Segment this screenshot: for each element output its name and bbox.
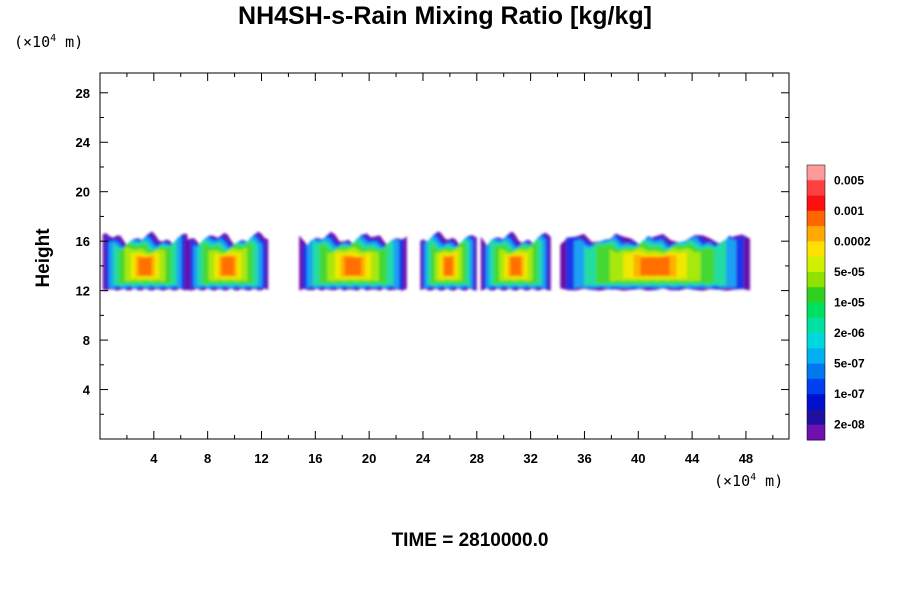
y-tick-label: 24 [76,135,91,150]
y-tick-label: 28 [76,86,90,101]
x-tick-label: 16 [308,451,322,466]
x-tick-label: 32 [523,451,537,466]
cloud-contour [640,256,670,276]
y-tick-label: 16 [76,234,90,249]
colorbar-label: 0.001 [834,204,864,218]
cloud-cell [187,231,269,291]
y-tick-label: 8 [83,333,90,348]
cloud-cell [102,231,188,291]
x-tick-label: 36 [577,451,591,466]
cloud-contour [344,257,362,276]
x-tick-label: 4 [150,451,158,466]
colorbar-swatch [807,317,825,334]
x-tick-label: 20 [362,451,376,466]
cloud-contour [510,256,522,276]
colorbar-label: 1e-05 [834,296,865,310]
colorbar-swatch [807,424,825,441]
colorbar-swatch [807,302,825,319]
x-tick-label: 28 [470,451,484,466]
colorbar-swatch [807,378,825,395]
colorbar-swatch [807,363,825,380]
cloud-cell [480,232,551,291]
x-axis-unit: (×104 m) [714,472,784,490]
x-tick-label: 8 [204,451,211,466]
colorbar-swatch [807,256,825,273]
colorbar-swatch [807,165,825,181]
x-tick-label: 48 [739,451,753,466]
colorbar-swatch [807,271,825,288]
colorbar-swatch [807,287,825,303]
x-tick-label: 40 [631,451,645,466]
x-axis: 4 8 12 16 20 24 28 32 36 40 44 48 [126,73,774,466]
y-axis-label: Height [33,228,54,288]
colorbar-swatch [807,394,825,410]
y-axis: 4 8 12 16 20 24 28 [76,86,789,415]
colorbar: 0.005 0.001 0.0002 5e-05 1e-05 2e-06 5e-07 1e-0… [806,164,871,441]
colorbar-swatch [807,180,825,197]
cloud-cell [420,231,477,291]
cloud-cell [560,233,750,291]
plot-frame [99,72,790,440]
x-tick-label: 44 [685,451,700,466]
colorbar-label: 5e-07 [834,357,865,371]
colorbar-swatch [807,348,825,365]
cloud-layer [102,231,750,291]
y-axis-unit: (×104 m) [14,33,84,51]
chart-title: NH4SH-s-Rain Mixing Ratio [kg/kg] [238,2,652,30]
cloud-contour [221,256,235,276]
time-label: TIME = 2810000.0 [391,530,549,551]
y-tick-label: 4 [83,383,91,398]
cloud-cell [299,231,407,291]
colorbar-swatch [807,241,825,258]
colorbar-swatch [807,195,825,212]
colorbar-label: 2e-06 [834,326,865,340]
colorbar-label: 0.0002 [834,234,871,248]
colorbar-swatch [807,333,825,349]
colorbar-frame [806,164,826,441]
colorbar-swatch [807,226,825,242]
colorbar-swatch [807,210,825,227]
cloud-contour [138,257,152,276]
colorbar-label: 1e-07 [834,387,865,401]
colorbar-label: 0.005 [834,173,864,187]
x-tick-label: 12 [254,451,268,466]
y-tick-label: 12 [76,284,90,299]
y-tick-label: 20 [76,185,90,200]
colorbar-label: 5e-05 [834,265,865,279]
cloud-contour [444,256,453,276]
colorbar-swatch [807,409,825,426]
x-tick-label: 24 [416,451,431,466]
colorbar-label: 2e-08 [834,418,865,432]
